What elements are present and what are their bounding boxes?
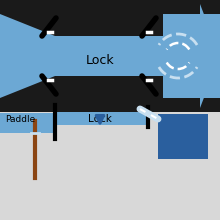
Polygon shape — [200, 4, 220, 108]
Polygon shape — [0, 14, 55, 98]
Text: Lock: Lock — [88, 114, 112, 124]
Bar — [55, 112, 148, 125]
Bar — [0, 113, 55, 133]
Text: Paddle: Paddle — [5, 114, 35, 123]
Bar — [145, 36, 163, 76]
Polygon shape — [163, 14, 220, 98]
Bar — [158, 114, 208, 159]
Ellipse shape — [145, 111, 153, 117]
Bar — [0, 0, 220, 112]
Bar — [55, 36, 145, 76]
Text: Lock: Lock — [86, 53, 114, 66]
